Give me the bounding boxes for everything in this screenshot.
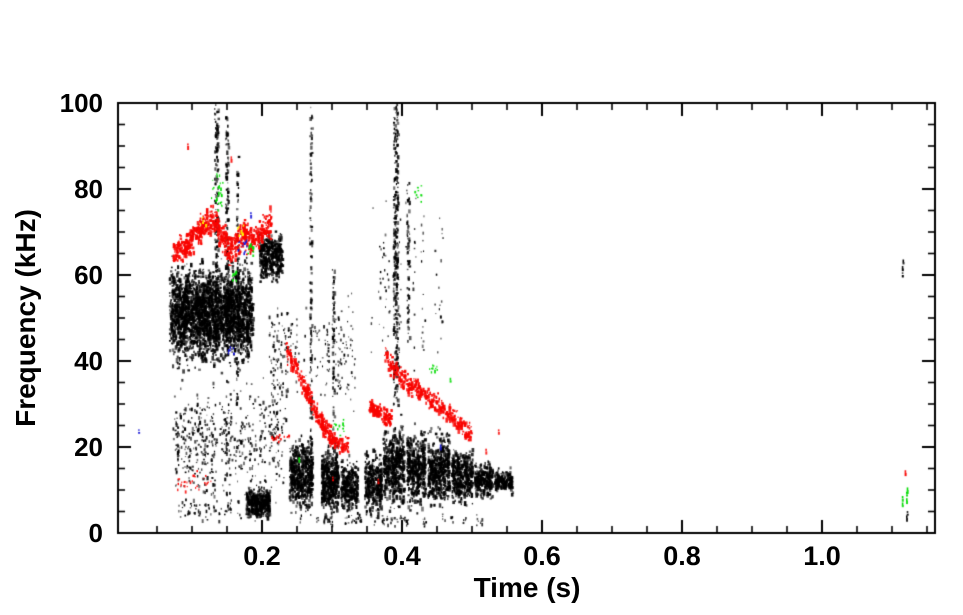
x-tick-label-0.8: 0.8 xyxy=(663,541,701,571)
x-tick-label-0.4: 0.4 xyxy=(383,541,421,571)
y-axis-title: Frequency (kHz) xyxy=(10,209,41,427)
x-tick-label-0.2: 0.2 xyxy=(243,541,281,571)
x-tick-label-0.6: 0.6 xyxy=(523,541,561,571)
y-tick-label-40: 40 xyxy=(74,346,103,376)
y-tick-label-20: 20 xyxy=(74,432,103,462)
y-tick-label-0: 0 xyxy=(88,518,103,548)
x-tick-label-1.0: 1.0 xyxy=(803,541,841,571)
y-tick-label-80: 80 xyxy=(74,174,103,204)
y-tick-label-60: 60 xyxy=(74,260,103,290)
y-tick-label-100: 100 xyxy=(59,88,103,118)
x-axis-title: Time (s) xyxy=(473,572,581,603)
